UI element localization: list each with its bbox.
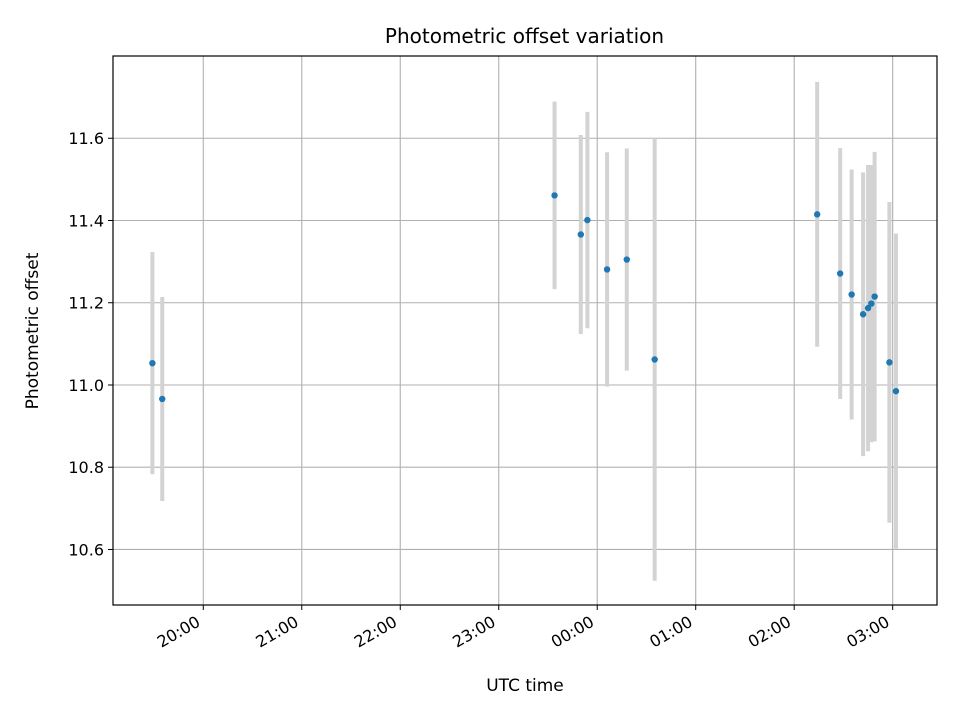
x-tick-label: 22:00 [351,612,400,652]
x-tick-label: 01:00 [646,612,695,652]
x-tick-label: 02:00 [745,612,794,652]
data-point [868,300,875,307]
data-point [859,311,867,318]
y-tick-label: 10.8 [68,458,104,477]
x-axis-ticks: 20:00 21:00 22:00 23:00 00:00 01:00 02:00 03:00 [154,605,894,652]
plot-area-frame [112,55,938,606]
data-point [623,256,630,263]
data-point [848,291,855,298]
x-axis-label: UTC time [486,676,564,696]
data-point [871,293,878,300]
y-tick-label: 11.0 [68,376,104,395]
y-tick-label: 10.6 [68,540,104,559]
data-point [886,359,893,366]
grid-lines [113,56,937,605]
x-tick-label: 03:00 [843,612,892,652]
data-point [577,231,585,238]
data-point [603,266,611,273]
data-point [836,270,844,277]
data-point [864,304,872,312]
data-point [149,359,156,367]
data-point [584,216,591,224]
error-bars [150,81,898,581]
data-point [159,395,166,403]
x-tick-label: 21:00 [252,612,301,652]
y-tick-label: 11.4 [68,211,104,230]
y-tick-label: 11.6 [68,129,104,148]
x-tick-label: 23:00 [449,612,498,652]
data-point [813,211,821,218]
data-point [551,192,558,199]
x-tick-label: 00:00 [548,612,597,652]
data-point [651,356,658,363]
y-axis-ticks: 10.6 10.8 11.0 11.2 11.4 11.6 [68,129,113,559]
data-point [892,387,900,395]
chart-title: Photometric offset variation [385,24,664,48]
x-tick-label: 20:00 [154,612,203,652]
y-tick-label: 11.2 [68,294,104,313]
data-points [149,192,900,403]
y-axis-label: Photometric offset [23,252,43,409]
